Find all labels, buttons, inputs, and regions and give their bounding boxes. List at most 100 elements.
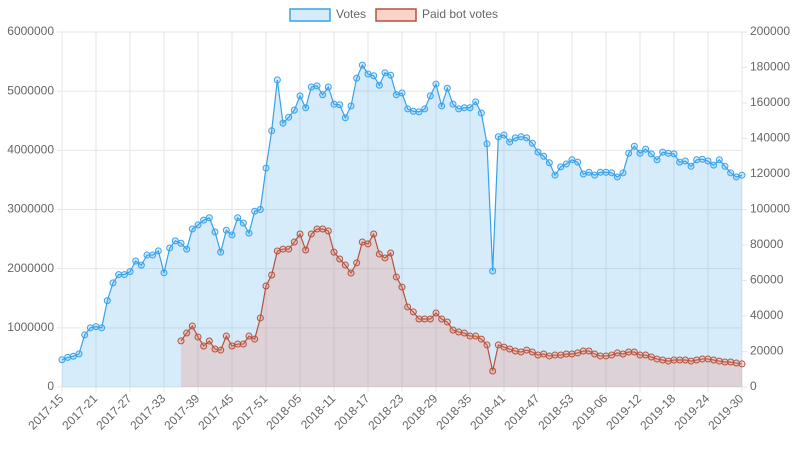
point xyxy=(489,367,497,375)
point xyxy=(659,356,667,364)
point xyxy=(262,282,270,290)
x-tick-label: 2017-51 xyxy=(229,391,270,432)
point xyxy=(704,355,712,363)
point xyxy=(183,245,191,253)
point xyxy=(653,355,661,363)
point xyxy=(268,271,276,279)
point xyxy=(636,351,644,359)
point xyxy=(392,273,400,281)
point xyxy=(211,228,219,236)
point xyxy=(171,237,179,245)
point xyxy=(245,332,253,340)
x-tick-label: 2018-17 xyxy=(331,391,372,432)
point xyxy=(307,83,315,91)
x-tick-label: 2017-21 xyxy=(59,391,100,432)
legend-box xyxy=(289,8,331,22)
point xyxy=(500,131,508,139)
legend-label: Paid bot votes xyxy=(422,7,498,21)
point xyxy=(647,150,655,158)
x-tick-label: 2018-05 xyxy=(263,391,304,432)
point xyxy=(585,347,593,355)
point xyxy=(596,168,604,176)
point xyxy=(681,157,689,165)
y2-tick-label: 200000 xyxy=(750,24,790,38)
point xyxy=(375,81,383,89)
x-tick-label: 2018-47 xyxy=(501,391,542,432)
point xyxy=(160,269,168,277)
point xyxy=(120,271,128,279)
point xyxy=(574,349,582,357)
point xyxy=(608,351,616,359)
x-tick-label: 2018-29 xyxy=(399,391,440,432)
point xyxy=(132,257,140,265)
point xyxy=(511,134,519,142)
point xyxy=(477,109,485,117)
point xyxy=(460,329,468,337)
point xyxy=(404,303,412,311)
point xyxy=(710,356,718,364)
point xyxy=(245,229,253,237)
point xyxy=(472,98,480,106)
point xyxy=(551,351,559,359)
point xyxy=(483,341,491,349)
point xyxy=(222,332,230,340)
point xyxy=(330,100,338,108)
point xyxy=(415,108,423,116)
point xyxy=(279,245,287,253)
point xyxy=(455,105,463,113)
point xyxy=(58,356,66,364)
point xyxy=(194,333,202,341)
point xyxy=(381,254,389,262)
point xyxy=(557,163,565,171)
point xyxy=(693,356,701,364)
point xyxy=(540,350,548,358)
point xyxy=(285,245,293,253)
point xyxy=(426,315,434,323)
point xyxy=(625,348,633,356)
point xyxy=(409,107,417,115)
point xyxy=(602,352,610,360)
y-tick-label: 2000000 xyxy=(7,261,54,275)
point xyxy=(721,358,729,366)
y-tick-label: 5000000 xyxy=(7,83,54,97)
point xyxy=(511,347,519,355)
point xyxy=(591,350,599,358)
point xyxy=(358,61,366,69)
point xyxy=(126,268,134,276)
y2-tick-label: 100000 xyxy=(750,202,790,216)
point xyxy=(381,69,389,77)
y-tick-label: 4000000 xyxy=(7,143,54,157)
point xyxy=(659,148,667,156)
point xyxy=(676,356,684,364)
point xyxy=(336,255,344,263)
point xyxy=(296,230,304,238)
point xyxy=(115,271,123,279)
point xyxy=(698,355,706,363)
y2-tick-label: 20000 xyxy=(750,344,784,358)
x-tick-label: 2017-45 xyxy=(195,391,236,432)
point xyxy=(341,114,349,122)
point xyxy=(205,214,213,222)
point xyxy=(483,140,491,148)
point xyxy=(319,225,327,233)
point xyxy=(364,240,372,248)
point xyxy=(721,162,729,170)
y2-tick-label: 40000 xyxy=(750,308,784,322)
point xyxy=(256,314,264,322)
y2-tick-label: 180000 xyxy=(750,60,790,74)
point xyxy=(438,102,446,110)
point xyxy=(432,80,440,88)
point xyxy=(211,345,219,353)
point xyxy=(596,352,604,360)
area xyxy=(62,65,742,387)
point xyxy=(591,171,599,179)
point xyxy=(494,133,502,141)
x-tick-label: 2018-53 xyxy=(535,391,576,432)
point xyxy=(234,214,242,222)
point xyxy=(217,346,225,354)
x-tick-label: 2019-06 xyxy=(569,391,610,432)
point xyxy=(506,138,514,146)
point xyxy=(585,168,593,176)
point xyxy=(625,149,633,157)
